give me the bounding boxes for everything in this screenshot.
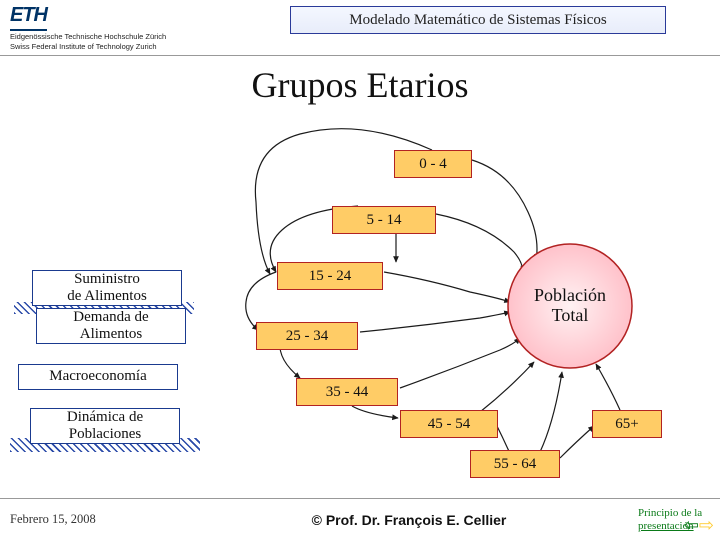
logo-mark: ETH <box>10 4 47 31</box>
population-circle: Población Total <box>508 244 632 368</box>
logo: ETH Eidgenössische Technische Hochschule… <box>10 4 166 52</box>
age-box-1: 5 - 14 <box>332 206 436 234</box>
nav-arrows[interactable]: ⇦ ⇨ <box>684 516 714 534</box>
diagram: Población Total 0 - 4 5 - 14 15 - 24 25 - 3… <box>0 112 720 498</box>
footer-date: Febrero 15, 2008 <box>0 512 180 527</box>
age-box-2: 15 - 24 <box>277 262 383 290</box>
population-line1: Población <box>534 286 606 306</box>
footer-author: © Prof. Dr. François E. Cellier <box>180 512 638 528</box>
age-box-6: 55 - 64 <box>470 450 560 478</box>
page-title: Grupos Etarios <box>0 64 720 106</box>
header: ETH Eidgenössische Technische Hochschule… <box>0 0 720 56</box>
logo-subtitle-2: Swiss Federal Institute of Technology Zu… <box>10 43 166 51</box>
population-line2: Total <box>552 306 589 326</box>
left-box-2: Macroeconomía <box>18 364 178 390</box>
logo-subtitle-1: Eidgenössische Technische Hochschule Zür… <box>10 33 166 41</box>
age-box-0: 0 - 4 <box>394 150 472 178</box>
left-box-0: Suministrode Alimentos <box>32 270 182 306</box>
age-box-5: 45 - 54 <box>400 410 498 438</box>
arrow-left-icon[interactable]: ⇦ <box>684 516 699 534</box>
banner-title: Modelado Matemático de Sistemas Físicos <box>290 6 666 34</box>
arrow-right-icon[interactable]: ⇨ <box>699 516 714 534</box>
footer: Febrero 15, 2008 © Prof. Dr. François E.… <box>0 498 720 540</box>
age-box-4: 35 - 44 <box>296 378 398 406</box>
left-box-1: Demanda deAlimentos <box>36 308 186 344</box>
left-box-3: Dinámica dePoblaciones <box>30 408 180 444</box>
age-box-3: 25 - 34 <box>256 322 358 350</box>
age-box-7: 65+ <box>592 410 662 438</box>
